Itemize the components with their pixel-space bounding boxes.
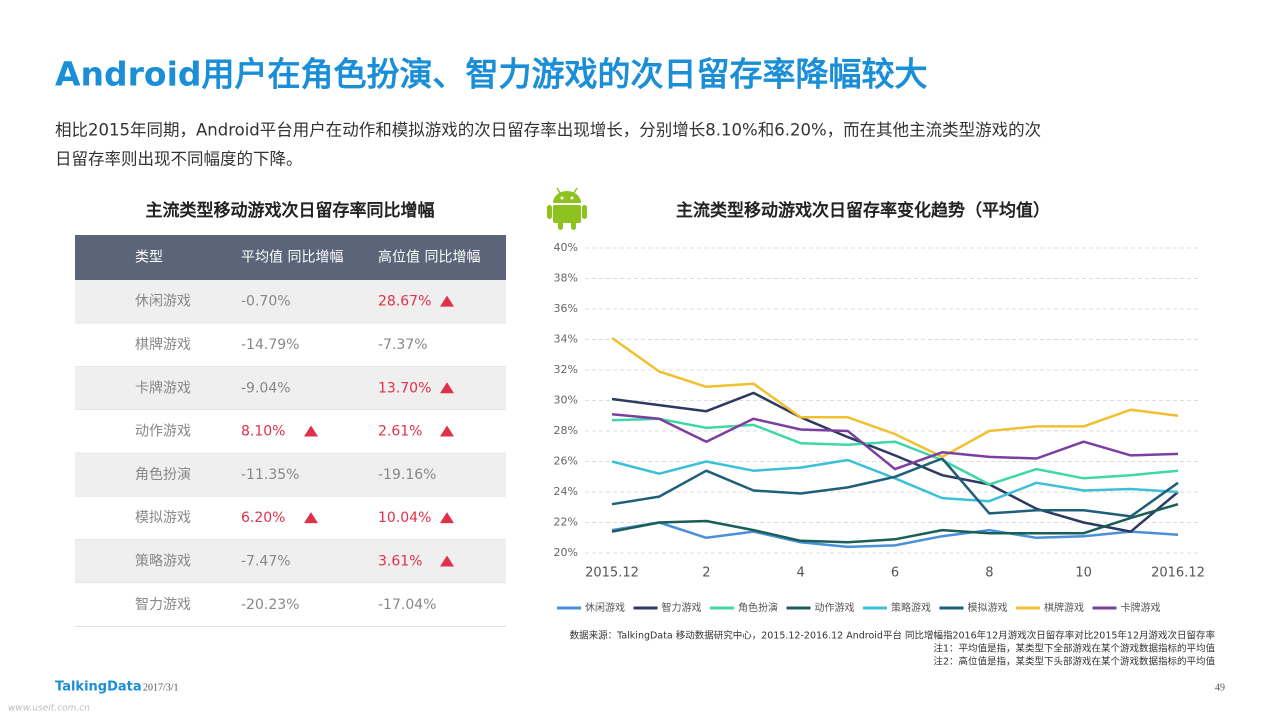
table-value: -19.16% [378,467,436,483]
table-label: 角色扮演 [135,466,191,483]
up-arrow [440,512,454,524]
y-tick-label: 24% [554,485,578,498]
legend-label: 动作游戏 [815,601,855,614]
subtitle: 相比2015年同期，Android平台用户在动作和模拟游戏的次日留存率出现增长，… [55,121,1041,140]
table-value: 2.61% [378,424,422,440]
legend-label: 卡牌游戏 [1121,601,1161,614]
column-header: 高位值 同比增幅 [378,249,480,266]
column-header: 类型 [135,250,163,266]
series-line [611,412,1179,471]
legend-label: 棋牌游戏 [1044,601,1084,614]
table-title: 主流类型移动游戏次日留存率同比增幅 [146,200,435,221]
table-value: -11.35% [241,467,299,483]
table-row [75,323,506,367]
x-tick-label: 8 [985,566,993,581]
y-tick-label: 20% [554,546,578,559]
table-label: 模拟游戏 [135,510,191,526]
page-number: 49 [1215,682,1225,693]
table-row [75,496,506,540]
up-arrow [440,425,454,437]
y-tick-label: 28% [554,424,578,437]
up-arrow [440,555,454,567]
table-label: 智力游戏 [135,597,191,613]
title: Android用户在角色扮演、智力游戏的次日留存率降幅较大 [55,55,928,94]
up-arrow [304,425,318,437]
up-arrow [304,512,318,524]
table-label: 动作游戏 [135,424,191,440]
y-tick-label: 32% [554,363,578,376]
table-label: 休闲游戏 [135,294,191,310]
series-line [611,417,1179,486]
table-value: -20.23% [241,597,299,613]
x-tick-label: 4 [797,566,805,581]
table-value: -14.79% [241,337,299,353]
legend-label: 策略游戏 [891,601,931,614]
series-line [611,457,1179,518]
series-line [611,336,1179,459]
table-value: -9.04% [241,380,291,396]
chart-title: 主流类型移动游戏次日留存率变化趋势（平均值） [676,200,1050,221]
table-value: -7.47% [241,553,291,569]
footnote: 注1：平均值是指，某类型下全部游戏在某个游戏数据指标的平均值 [933,643,1215,655]
table-label: 卡牌游戏 [135,379,191,396]
watermark: www.useit.com.cn [8,704,90,714]
y-tick-label: 34% [554,333,578,346]
x-tick-label: 6 [891,566,899,581]
table-value: 6.20% [241,510,285,526]
x-tick-label: 2015.12 [585,566,639,581]
table-header [75,235,506,280]
y-tick-label: 40% [554,241,578,254]
logo: TalkingData [55,680,142,695]
series-line [611,391,1179,533]
table-value: -0.70% [241,294,291,310]
series-line [611,502,1179,544]
x-tick-label: 2 [702,566,710,581]
table-row [75,453,506,497]
table-label: 策略游戏 [135,552,191,569]
y-tick-label: 30% [554,394,578,407]
table-row [75,280,506,324]
y-tick-label: 38% [554,272,578,285]
x-tick-label: 10 [1075,566,1092,581]
legend-label: 休闲游戏 [585,601,625,614]
table-row [75,539,506,584]
legend-label: 智力游戏 [662,601,702,614]
table-value: 8.10% [241,424,285,440]
table-row [75,583,506,627]
up-arrow [440,382,454,394]
table-value: -17.04% [378,597,436,613]
table-value: -7.37% [378,337,428,353]
footnote: 数据来源：TalkingData 移动数据研究中心，2015.12-2016.1… [570,630,1216,642]
series-line [611,458,1179,503]
table-row [75,409,506,454]
legend-label: 角色扮演 [738,601,778,614]
date: 2017/3/1 [143,682,179,693]
legend-label: 模拟游戏 [968,601,1008,614]
up-arrow [440,295,454,307]
y-tick-label: 36% [554,302,578,315]
series-line [611,521,1179,549]
footnote: 注2：高位值是指，某类型下头部游戏在某个游戏数据指标的平均值 [933,656,1215,668]
x-tick-label: 2016.12 [1151,566,1205,581]
column-header: 平均值 同比增幅 [241,250,343,266]
subtitle: 日留存率则出现不同幅度的下降。 [55,150,303,169]
android-icon [547,187,587,230]
table-value: 28.67% [378,294,431,310]
table-value: 10.04% [378,510,431,526]
table-value: 3.61% [378,553,422,569]
table-value: 13.70% [378,380,431,396]
table-row [75,366,506,410]
table-label: 棋牌游戏 [135,336,191,353]
y-tick-label: 22% [554,516,578,529]
y-tick-label: 26% [554,455,578,468]
